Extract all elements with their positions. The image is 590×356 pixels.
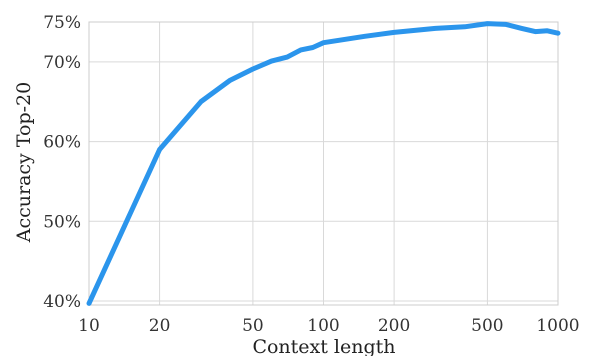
x-tick-label: 500 bbox=[471, 316, 503, 336]
x-tick-label: 10 bbox=[78, 316, 100, 336]
x-tick-label: 20 bbox=[149, 316, 171, 336]
y-axis-title: Accuracy Top-20 bbox=[13, 82, 35, 243]
grid bbox=[88, 21, 559, 305]
x-tick-label: 50 bbox=[242, 316, 264, 336]
x-tick-label: 100 bbox=[307, 316, 339, 336]
y-tick-label: 70% bbox=[43, 53, 81, 73]
x-tick-label: 1000 bbox=[536, 316, 579, 336]
y-tick-label: 40% bbox=[43, 292, 81, 312]
y-tick-label: 50% bbox=[43, 212, 81, 232]
series-layer bbox=[86, 21, 561, 306]
series-line bbox=[86, 21, 561, 306]
x-axis-title: Context length bbox=[252, 336, 395, 356]
y-tick-label: 60% bbox=[43, 133, 81, 153]
x-tick-label: 200 bbox=[378, 316, 410, 336]
y-tick-label: 75% bbox=[43, 13, 81, 33]
tick-labels: 10 20 50 100 200 500 1000 40% 50% 60% 70% 75% bbox=[43, 13, 579, 336]
plot-frame bbox=[88, 21, 559, 306]
